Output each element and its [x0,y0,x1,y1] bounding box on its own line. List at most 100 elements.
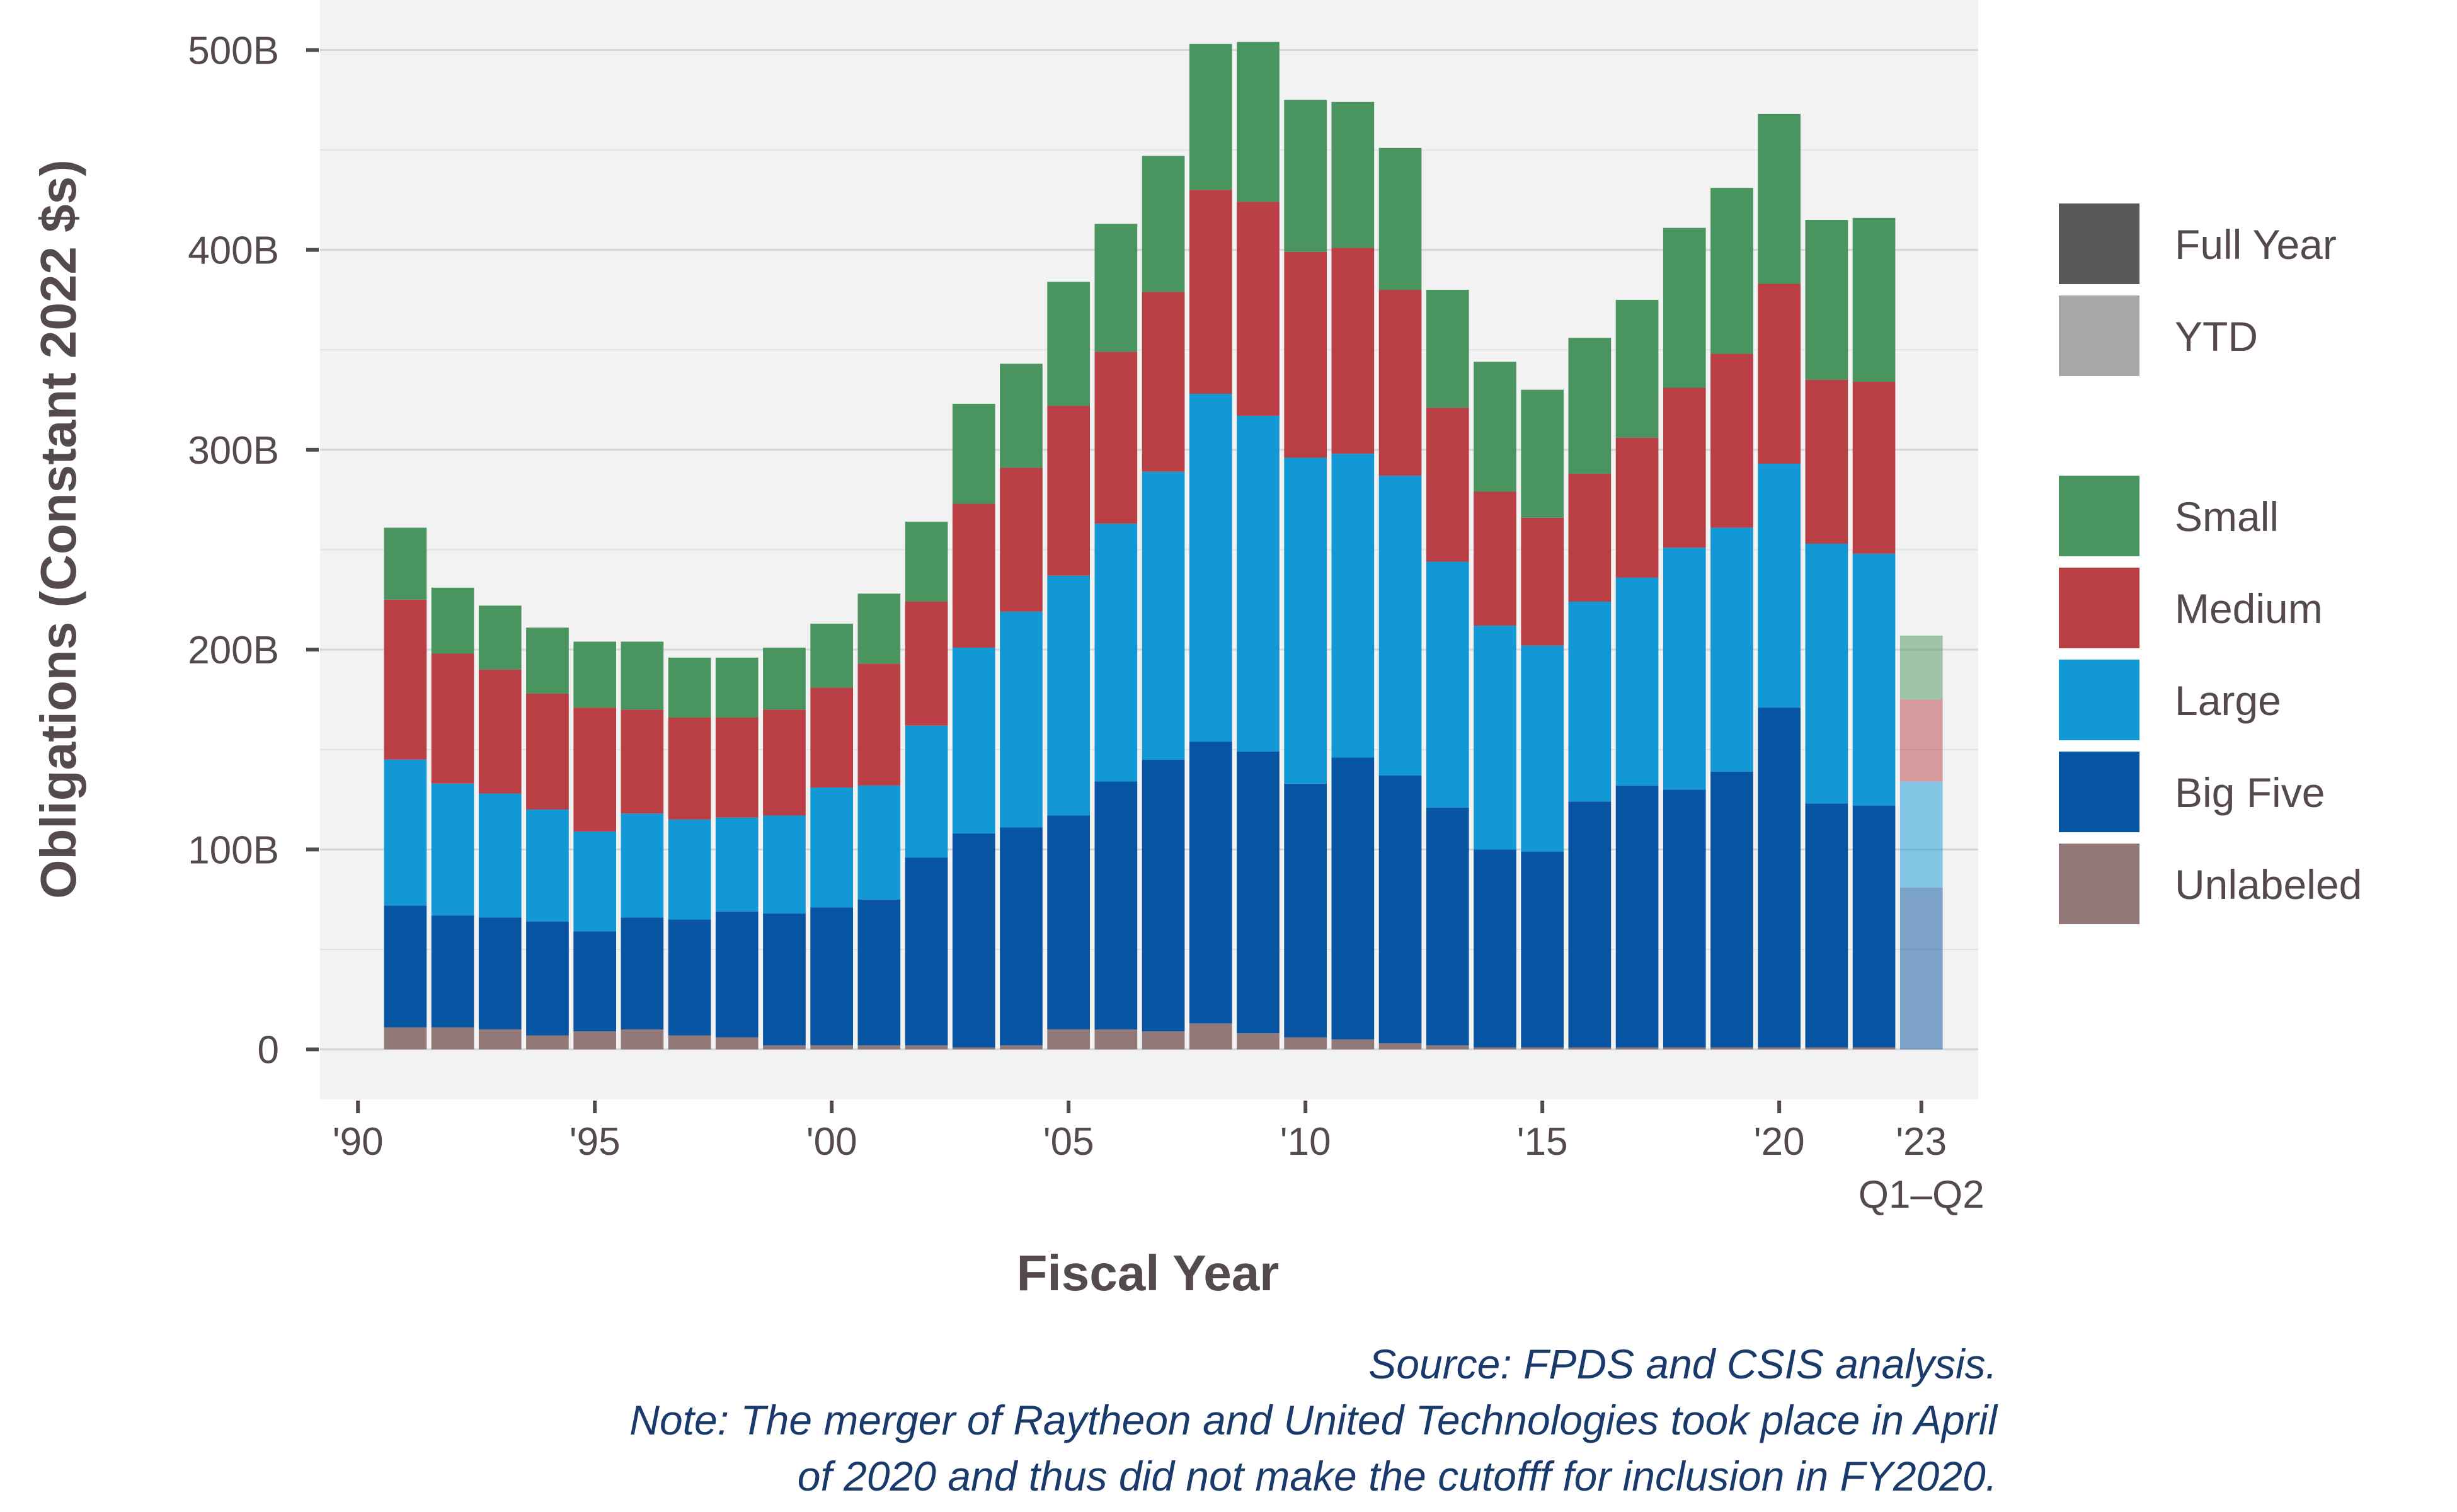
bar-segment [1663,789,1706,1048]
bar-segment [1568,338,1612,474]
bar-segment [1852,217,1896,382]
bar-segment [1000,467,1043,612]
bar-segment [621,641,664,710]
bar-segment [1000,827,1043,1046]
bar-segment [1189,394,1232,742]
bar-segment [478,669,522,794]
y-tick-label: 100B [188,828,279,872]
bar-segment [1474,362,1516,492]
bar-segment [1805,379,1848,544]
bar-segment [1521,517,1564,646]
bar-segment [573,831,616,932]
bar-segment [1189,43,1232,190]
legend-label: Large [2175,677,2281,724]
bar-segment [952,1047,995,1050]
bar-segment [1378,290,1422,476]
y-axis-title: Obligations (Constant 2022 $s) [30,159,86,899]
bar-segment [1142,292,1185,472]
bar-segment [1378,476,1422,776]
bar-segment [1331,248,1375,454]
bar-segment [857,785,901,900]
bar-segment [1521,645,1564,852]
x-axis-title: Fiscal Year [1017,1245,1280,1301]
bar-segment [1758,464,1801,708]
bar-segment [1615,1047,1659,1050]
bar-segment [905,601,948,726]
bar-segment [1284,457,1327,784]
bar-segment [1237,202,1280,416]
bar-segment [478,1029,522,1050]
bar-segment [1521,389,1564,518]
bar-segment [1568,601,1612,802]
bar-segment [810,788,853,908]
bar-segment [1899,887,1943,1050]
bar-segment [573,641,616,708]
bar-segment [857,663,901,786]
bar-segment [1426,1045,1469,1050]
bar-segment [1474,626,1516,850]
bar-segment [1284,1037,1327,1050]
bar-segment [1189,742,1232,1024]
bar-segment [526,921,569,1036]
bar-segment [1710,771,1753,1048]
bar-segment [384,599,427,760]
bar-segment [1852,553,1896,806]
bar-segment [1142,759,1185,1032]
bar-segment [1758,707,1801,1048]
bar-segment [621,917,664,1029]
y-tick-label: 500B [188,29,279,72]
bar-segment [1710,188,1753,354]
bar-segment [857,1045,901,1050]
bar-segment [715,911,759,1038]
legend-swatch [2055,656,2143,744]
bar-segment [1710,1047,1753,1050]
bar-segment [1805,803,1848,1048]
bar-segment [1094,224,1138,352]
bar-segment [1094,352,1138,524]
bar-segment [526,1035,569,1050]
x-tick-label: '10 [1280,1120,1331,1164]
legend-label: Full Year [2175,221,2337,268]
bar-segment [1378,1043,1422,1050]
bar-segment [1710,353,1753,528]
bar-segment [1426,408,1469,562]
bar-segment [763,1045,806,1050]
legend-swatch [2055,748,2143,836]
bar-segment [384,527,427,600]
merger-note-line-2: of 2020 and thus did not make the cutoff… [798,1453,1997,1499]
bar-segment [1047,282,1090,406]
bar-segment [1047,815,1090,1029]
bar-segment [526,627,569,694]
bar-segment [573,1031,616,1050]
bar-segment [668,718,711,820]
bar-segment [1615,299,1659,438]
bar-segment [1094,1029,1138,1050]
bar-segment [1426,561,1469,808]
bar-segment [952,403,995,504]
bar-segment [431,587,474,654]
bar-segment [668,919,711,1036]
bar-segment [431,783,474,916]
bar-segment [1047,406,1090,576]
source-note: Source: FPDS and CSIS analysis. [1368,1341,1997,1387]
bar-segment [715,657,759,718]
bar-segment [715,718,759,818]
bar-segment [1331,757,1375,1040]
bar-segment [1521,1047,1564,1050]
bar-segment [1474,849,1516,1048]
bar-segment [1474,491,1516,626]
legend-label: Big Five [2175,769,2325,816]
bar-segment [715,817,759,912]
y-tick-label: 300B [188,429,279,472]
bar-segment [1899,635,1943,700]
y-tick-label: 200B [188,629,279,672]
bar-segment [1378,776,1422,1044]
bar-segment [1663,227,1706,388]
bar-segment [621,1029,664,1050]
bar-segment [1663,547,1706,790]
legend-label: YTD [2175,313,2258,360]
bar-segment [573,707,616,832]
bar-segment [810,1045,853,1050]
bar-segment [1237,42,1280,202]
